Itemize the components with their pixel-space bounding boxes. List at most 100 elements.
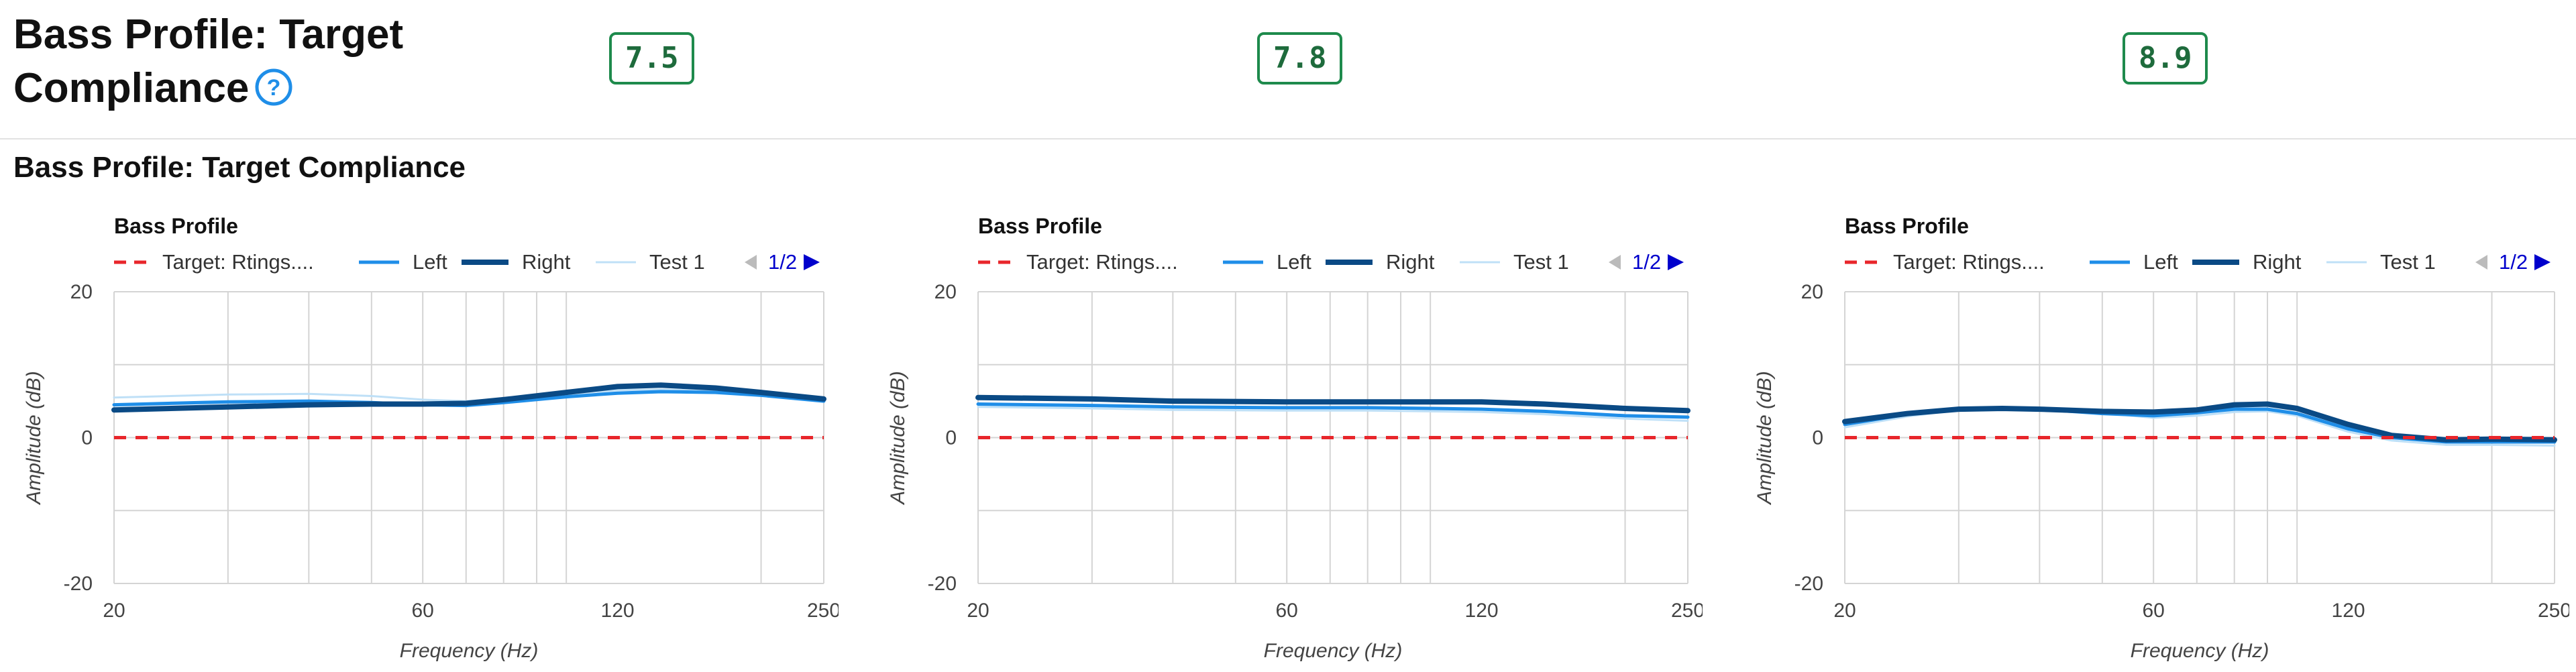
x-axis-title: Frequency (Hz) bbox=[1264, 640, 1403, 662]
chart-subtitle: Bass Profile bbox=[1845, 214, 1969, 238]
data-point-right bbox=[978, 397, 979, 398]
legend-next-page-icon[interactable] bbox=[2534, 254, 2551, 270]
data-point-right bbox=[227, 406, 228, 407]
data-point-left bbox=[2153, 415, 2154, 416]
data-point-right bbox=[2234, 404, 2235, 405]
data-point-right bbox=[1907, 413, 1908, 414]
series-line-right bbox=[111, 382, 826, 413]
series-line-right bbox=[975, 394, 1690, 414]
x-tick-label: 120 bbox=[601, 600, 635, 622]
legend-label-right[interactable]: Right bbox=[522, 250, 571, 274]
data-point-test-1 bbox=[2267, 411, 2268, 412]
data-point-left bbox=[1430, 408, 1431, 409]
data-point-right bbox=[617, 386, 618, 387]
data-point-test-1 bbox=[978, 406, 979, 407]
bass-profile-chart-2: Bass Profile Target: Rtings.... Left Right T… bbox=[887, 214, 1703, 662]
score-badge-3: 8.9 bbox=[2123, 32, 2208, 85]
x-tick-label: 250 bbox=[1671, 600, 1703, 622]
data-point-left bbox=[566, 396, 567, 397]
score-badge-1: 7.5 bbox=[609, 32, 695, 85]
x-tick-label: 120 bbox=[2332, 600, 2365, 622]
chart-panel-1: Bass Profile Target: Rtings.... Left Right T… bbox=[0, 201, 839, 671]
chart-subtitle: Bass Profile bbox=[114, 214, 238, 238]
data-point-left bbox=[1367, 407, 1368, 408]
data-point-right bbox=[1091, 398, 1092, 399]
legend-label-test-1[interactable]: Test 1 bbox=[1513, 250, 1569, 274]
question-circle-icon[interactable]: ? bbox=[254, 68, 293, 107]
data-point-left bbox=[715, 392, 716, 393]
legend-label-test-1[interactable]: Test 1 bbox=[649, 250, 705, 274]
x-tick-label: 60 bbox=[412, 600, 434, 622]
x-tick-label: 20 bbox=[103, 600, 125, 622]
x-tick-label: 250 bbox=[807, 600, 839, 622]
y-tick-label: 0 bbox=[81, 427, 93, 449]
legend-prev-page-icon[interactable] bbox=[1609, 255, 1621, 270]
y-axis-title: Amplitude (dB) bbox=[1754, 371, 1776, 505]
data-point-left bbox=[2234, 409, 2235, 410]
x-axis-title: Frequency (Hz) bbox=[2131, 640, 2269, 662]
legend-label-target-rtings[interactable]: Target: Rtings.... bbox=[1026, 250, 1178, 274]
x-tick-label: 20 bbox=[967, 600, 989, 622]
legend-next-page-icon[interactable] bbox=[1668, 254, 1684, 270]
chart-panel-2: Bass Profile Target: Rtings.... Left Right T… bbox=[864, 201, 1703, 671]
page-header: Bass Profile: Target Compliance? 7.5 7.8… bbox=[0, 0, 2576, 139]
legend-label-target-rtings[interactable]: Target: Rtings.... bbox=[1893, 250, 2045, 274]
legend-label-right[interactable]: Right bbox=[1386, 250, 1435, 274]
x-tick-label: 60 bbox=[2143, 600, 2165, 622]
data-point-left bbox=[2267, 409, 2268, 410]
legend-label-left[interactable]: Left bbox=[413, 250, 447, 274]
legend-label-left[interactable]: Left bbox=[1277, 250, 1311, 274]
y-tick-label: 20 bbox=[934, 281, 957, 303]
bass-profile-chart-3: Bass Profile Target: Rtings.... Left Right T… bbox=[1754, 214, 2569, 662]
x-axis-title: Frequency (Hz) bbox=[400, 640, 539, 662]
data-point-right bbox=[1958, 409, 1959, 410]
chart-subtitle: Bass Profile bbox=[978, 214, 1102, 238]
y-axis-title: Amplitude (dB) bbox=[887, 371, 909, 505]
series-line-test-1 bbox=[977, 406, 1689, 422]
series-line-left bbox=[976, 402, 1690, 419]
data-point-test-1 bbox=[2196, 415, 2197, 416]
legend-label-test-1[interactable]: Test 1 bbox=[2380, 250, 2436, 274]
x-tick-label: 250 bbox=[2538, 600, 2569, 622]
y-tick-label: 20 bbox=[70, 281, 93, 303]
data-point-left bbox=[617, 393, 618, 394]
data-point-left bbox=[1544, 411, 1545, 412]
data-point-target-rtings bbox=[114, 437, 115, 438]
data-point-left bbox=[114, 404, 115, 405]
data-point-test-1 bbox=[2348, 431, 2349, 432]
data-point-right bbox=[503, 399, 504, 400]
bass-profile-chart-1: Bass Profile Target: Rtings.... Left Right T… bbox=[23, 214, 839, 662]
section-title: Bass Profile: Target Compliance bbox=[13, 151, 466, 184]
legend-next-page-icon[interactable] bbox=[804, 254, 820, 270]
data-point-right bbox=[2348, 424, 2349, 425]
data-point-test-1 bbox=[1091, 408, 1092, 409]
legend-page-indicator: 1/2 bbox=[768, 250, 797, 274]
score-badge-2: 7.8 bbox=[1257, 32, 1343, 85]
x-tick-label: 120 bbox=[1465, 600, 1499, 622]
page-title-text: Bass Profile: Target Compliance bbox=[13, 11, 404, 111]
data-point-test-1 bbox=[1367, 410, 1368, 411]
data-point-right bbox=[566, 392, 567, 393]
legend-label-left[interactable]: Left bbox=[2143, 250, 2178, 274]
data-point-right bbox=[2297, 408, 2298, 409]
data-point-right bbox=[2039, 409, 2040, 410]
y-tick-label: -20 bbox=[1794, 573, 1823, 595]
y-tick-label: 0 bbox=[945, 427, 957, 449]
legend-label-target-rtings[interactable]: Target: Rtings.... bbox=[162, 250, 314, 274]
y-tick-label: 20 bbox=[1801, 281, 1823, 303]
legend-prev-page-icon[interactable] bbox=[2475, 255, 2487, 270]
series-line-left bbox=[112, 390, 826, 408]
chart-panel-3: Bass Profile Target: Rtings.... Left Right T… bbox=[1731, 201, 2569, 671]
legend-label-right[interactable]: Right bbox=[2253, 250, 2302, 274]
data-point-test-1 bbox=[114, 397, 115, 398]
y-axis-title: Amplitude (dB) bbox=[23, 371, 45, 505]
data-point-right bbox=[2446, 439, 2447, 440]
y-tick-label: 0 bbox=[1812, 427, 1823, 449]
data-point-left bbox=[2297, 413, 2298, 414]
x-tick-label: 20 bbox=[1833, 600, 1856, 622]
y-tick-label: -20 bbox=[928, 573, 957, 595]
legend-prev-page-icon[interactable] bbox=[745, 255, 757, 270]
data-point-test-1 bbox=[227, 394, 228, 395]
data-point-left bbox=[1481, 409, 1482, 410]
y-tick-label: -20 bbox=[64, 573, 93, 595]
